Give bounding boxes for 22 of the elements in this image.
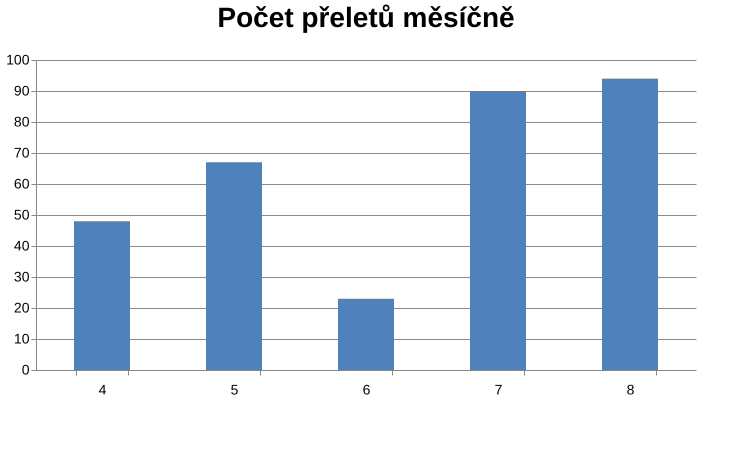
bar xyxy=(470,91,526,370)
y-tick-label: 80 xyxy=(14,114,30,130)
y-tick-label: 0 xyxy=(22,362,30,378)
bar xyxy=(338,298,394,370)
y-tick-label: 70 xyxy=(14,144,30,160)
chart-title: Počet přeletů měsíčně xyxy=(217,2,515,33)
y-tick-label: 10 xyxy=(14,330,30,346)
y-tick-label: 90 xyxy=(14,82,30,98)
y-tick-label: 50 xyxy=(14,206,30,222)
y-tick-label: 30 xyxy=(14,268,30,284)
y-tick-label: 100 xyxy=(6,52,30,68)
bar xyxy=(74,221,130,370)
bar xyxy=(602,78,658,370)
x-tick-label: 7 xyxy=(494,382,503,398)
y-tick-label: 20 xyxy=(14,300,30,316)
x-tick-label: 5 xyxy=(230,382,239,398)
x-tick-label: 4 xyxy=(98,382,107,398)
y-tick-label: 60 xyxy=(14,176,30,192)
bar xyxy=(206,162,262,370)
y-tick-label: 40 xyxy=(14,238,30,254)
x-tick-label: 6 xyxy=(362,382,371,398)
x-tick-label: 8 xyxy=(626,382,635,398)
